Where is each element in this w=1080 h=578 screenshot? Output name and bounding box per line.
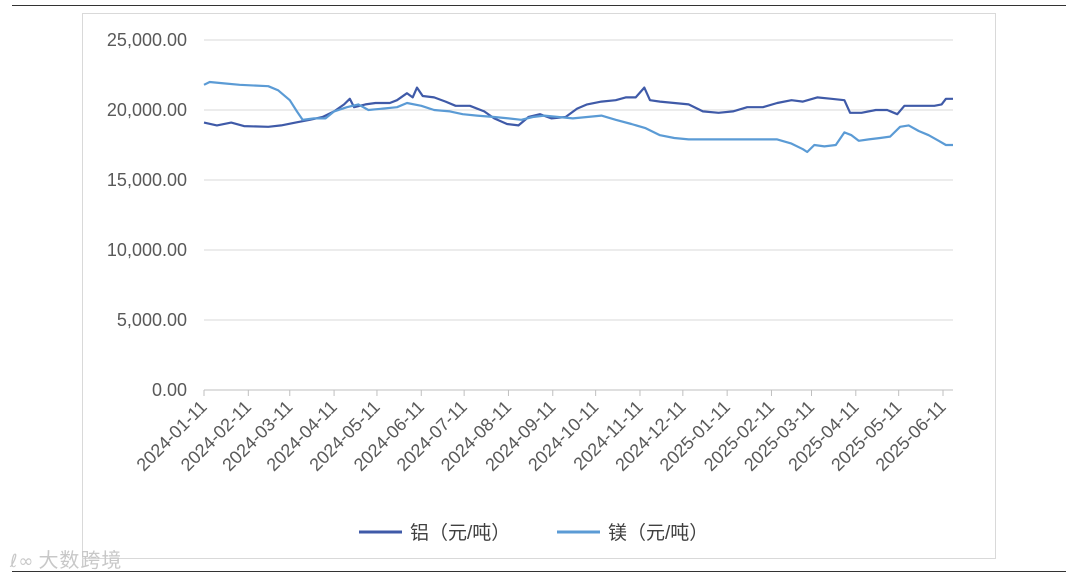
gridlines bbox=[204, 39, 953, 321]
legend-label-aluminum: 铝（元/吨） bbox=[410, 522, 510, 544]
y-tick-label: 5,000.00 bbox=[117, 310, 187, 330]
bottom-rule bbox=[12, 571, 1066, 572]
legend-label-magnesium: 镁（元/吨） bbox=[608, 522, 708, 544]
watermark: ℓ∞ 大数跨境 bbox=[10, 544, 122, 573]
watermark-text: 大数跨境 bbox=[38, 548, 123, 572]
x-axis-tick-labels: 2024-01-112024-02-112024-03-112024-04-11… bbox=[133, 397, 950, 475]
y-tick-label: 15,000.00 bbox=[107, 170, 187, 190]
y-axis-tick-labels: 25,000.00 20,000.00 15,000.00 10,000.00 5,00… bbox=[107, 30, 187, 400]
series-line-magnesium bbox=[203, 80, 953, 154]
series-lines bbox=[203, 80, 953, 154]
legend: 铝（元/吨） 镁（元/吨） bbox=[359, 522, 708, 544]
top-rule bbox=[12, 5, 1066, 6]
y-tick-label: 0.00 bbox=[152, 380, 187, 400]
series-line-aluminum bbox=[203, 86, 953, 128]
y-tick-label: 20,000.00 bbox=[107, 100, 187, 120]
chart-frame bbox=[82, 13, 996, 559]
watermark-logo-icon: ℓ∞ bbox=[10, 551, 35, 572]
x-axis bbox=[203, 389, 953, 396]
y-tick-label: 10,000.00 bbox=[107, 240, 187, 260]
y-tick-label: 25,000.00 bbox=[107, 30, 187, 50]
